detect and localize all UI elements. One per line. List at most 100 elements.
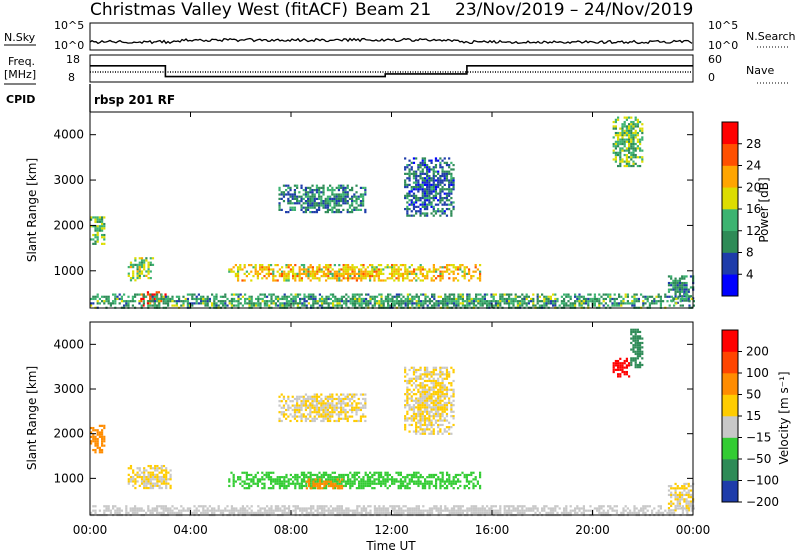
data-cell [338,263,341,267]
data-cell [301,511,304,514]
data-cell [428,194,431,197]
data-cell [158,480,161,483]
data-cell [653,297,656,301]
data-cell [261,297,264,301]
data-cell [149,484,152,487]
data-cell [333,195,336,198]
data-cell [292,297,295,301]
data-cell [140,265,144,269]
data-cell [346,393,349,396]
data-cell [430,183,433,186]
data-cell [114,295,117,298]
data-cell [132,272,135,275]
data-cell [267,471,270,474]
data-cell [206,507,209,510]
data-cell [329,297,332,301]
data-cell [366,480,369,483]
data-cell [391,295,394,298]
data-cell [120,297,123,301]
data-cell [382,302,385,305]
data-cell [443,406,446,409]
data-cell [452,185,455,189]
data-cell [426,404,429,407]
data-cell [243,266,246,269]
data-cell [408,397,411,400]
data-cell [362,297,365,301]
data-cell [315,208,319,211]
data-cell [211,293,214,296]
data-cell [441,373,444,376]
data-cell [265,471,268,474]
data-cell [277,507,280,510]
data-cell [432,274,435,278]
data-cell [315,402,319,405]
data-cell [410,190,413,193]
data-cell [685,491,688,494]
data-cell [565,302,568,305]
data-cell [120,300,123,303]
data-cell [149,295,152,298]
data-cell [625,134,628,137]
data-cell [689,286,693,289]
data-cell [316,476,319,479]
data-cell [287,266,290,269]
data-cell [439,210,442,213]
data-cell [412,194,416,197]
data-cell [259,293,262,296]
data-cell [313,199,316,203]
data-cell [439,183,442,186]
data-cell [465,480,468,483]
data-cell [421,185,424,189]
data-cell [351,297,354,301]
data-cell [362,476,365,479]
data-cell [412,205,416,208]
data-cell [626,293,629,296]
data-cell [288,507,291,510]
data-cell [582,295,585,298]
data-cell [620,302,623,305]
data-cell [395,293,398,296]
data-cell [261,478,264,481]
data-cell [421,183,424,186]
data-cell [256,270,259,273]
data-cell [287,279,290,282]
data-cell [384,484,387,488]
data-cell [406,272,409,275]
data-cell [399,480,402,483]
data-cell [448,192,451,195]
data-cell [448,199,451,202]
data-cell [160,475,163,479]
data-cell [439,174,442,178]
data-cell [360,511,363,514]
data-cell [375,478,378,481]
data-cell [437,179,440,182]
data-cell [338,487,341,490]
data-cell [397,279,400,282]
data-cell [340,210,343,214]
data-cell [386,263,389,267]
data-cell [272,487,275,490]
data-cell [452,263,455,267]
data-cell [320,419,323,423]
data-cell [327,295,330,298]
data-cell [127,473,130,476]
data-cell [448,371,451,374]
data-cell [426,212,429,215]
data-cell [417,419,420,422]
data-cell [371,266,374,269]
data-cell [182,509,185,512]
data-cell [651,295,654,298]
data-cell [404,419,407,422]
data-cell [101,295,104,298]
data-cell [675,302,678,305]
data-cell [441,166,444,169]
data-cell [375,266,378,269]
colorbar-segment [722,274,738,297]
data-cell [309,199,312,203]
data-cell [685,284,688,287]
data-cell [439,373,442,376]
data-cell [406,277,409,280]
data-cell [428,412,431,416]
data-cell [378,293,381,296]
data-cell [422,293,425,296]
